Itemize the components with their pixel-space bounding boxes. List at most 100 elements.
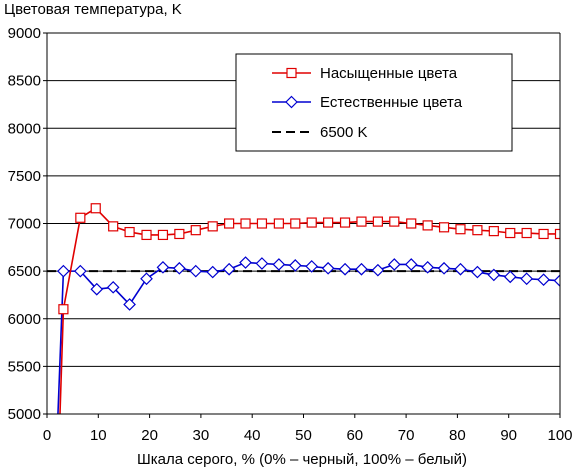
data-point-0-11 bbox=[224, 218, 235, 229]
y-tick-label-5: 7500 bbox=[8, 168, 41, 185]
data-point-1-16 bbox=[305, 260, 319, 273]
data-point-0-8 bbox=[174, 228, 185, 240]
data-point-0-24 bbox=[438, 222, 450, 233]
data-point-1-4 bbox=[106, 280, 120, 294]
data-point-1-12 bbox=[239, 256, 252, 269]
data-point-0-5 bbox=[124, 226, 135, 238]
data-point-0-10 bbox=[207, 221, 218, 232]
x-tick-label-1: 10 bbox=[90, 427, 107, 444]
data-point-1-31 bbox=[553, 274, 560, 287]
data-point-0-9 bbox=[190, 225, 201, 236]
legend-swatch-marker-1 bbox=[285, 95, 298, 109]
data-point-0-21 bbox=[389, 216, 400, 227]
legend-swatch-marker-0 bbox=[286, 67, 297, 79]
x-tick-label-3: 30 bbox=[193, 427, 210, 444]
data-point-0-13 bbox=[256, 218, 268, 229]
series-1 bbox=[57, 256, 560, 414]
data-point-1-8 bbox=[173, 261, 186, 275]
x-tick-label-5: 50 bbox=[295, 427, 312, 444]
data-point-0-3 bbox=[90, 203, 101, 214]
data-point-1-21 bbox=[387, 258, 401, 271]
y-tick-label-6: 8000 bbox=[8, 120, 41, 137]
data-point-0-4 bbox=[108, 221, 119, 232]
data-point-0-22 bbox=[406, 218, 417, 229]
x-tick-label-7: 70 bbox=[398, 427, 415, 444]
data-point-0-7 bbox=[157, 229, 169, 241]
data-point-1-15 bbox=[288, 259, 302, 272]
x-tick-label-4: 40 bbox=[244, 427, 261, 444]
data-point-1-23 bbox=[421, 260, 434, 274]
data-point-0-31 bbox=[554, 228, 560, 240]
y-axis-label: Цветовая температура, K bbox=[4, 1, 182, 18]
data-point-0-12 bbox=[240, 218, 251, 229]
y-tick-label-3: 6500 bbox=[8, 263, 41, 280]
data-point-1-26 bbox=[471, 265, 484, 279]
data-point-1-9 bbox=[189, 264, 203, 278]
data-point-1-19 bbox=[355, 262, 368, 276]
x-tick-label-6: 60 bbox=[346, 427, 363, 444]
legend-label-1: Естественные цвета bbox=[320, 94, 463, 111]
data-point-0-2 bbox=[75, 212, 86, 223]
legend-item-2: 6500 K bbox=[272, 124, 368, 141]
x-axis-label: Шкала серого, % (0% – черный, 100% – бел… bbox=[137, 451, 467, 467]
data-point-1-28 bbox=[503, 270, 517, 284]
data-point-1-29 bbox=[520, 272, 534, 286]
data-point-1-22 bbox=[404, 258, 418, 271]
data-point-1-6 bbox=[140, 272, 153, 286]
y-tick-label-4: 7000 bbox=[8, 216, 41, 233]
axes bbox=[43, 32, 561, 418]
y-tick-label-0: 5000 bbox=[8, 406, 41, 423]
data-point-0-25 bbox=[455, 224, 466, 235]
legend-label-0: Насыщенные цвета bbox=[320, 65, 458, 82]
data-point-1-13 bbox=[255, 257, 269, 270]
y-tick-label-7: 8500 bbox=[8, 73, 41, 90]
data-point-1-2 bbox=[73, 264, 87, 278]
data-point-1-14 bbox=[272, 258, 286, 271]
data-point-1-30 bbox=[537, 273, 550, 287]
data-point-1-18 bbox=[338, 262, 352, 276]
data-point-1-27 bbox=[487, 268, 501, 282]
series-layer bbox=[47, 203, 560, 414]
y-tick-label-1: 5500 bbox=[8, 358, 41, 375]
x-tick-label-10: 100 bbox=[547, 427, 572, 444]
data-point-0-14 bbox=[273, 218, 284, 229]
data-point-0-15 bbox=[290, 218, 301, 229]
data-point-1-7 bbox=[156, 260, 170, 274]
y-tick-label-8: 9000 bbox=[8, 25, 41, 42]
series-line-0 bbox=[59, 207, 560, 414]
data-point-1-10 bbox=[206, 265, 220, 279]
x-tick-label-0: 0 bbox=[43, 427, 51, 444]
data-point-1-20 bbox=[371, 263, 385, 277]
legend-item-0: Насыщенные цвета bbox=[272, 65, 458, 82]
data-point-0-30 bbox=[538, 228, 549, 240]
data-point-1-11 bbox=[222, 262, 236, 276]
data-point-0-23 bbox=[422, 220, 433, 231]
data-point-1-1 bbox=[57, 264, 70, 278]
y-tick-label-2: 6000 bbox=[8, 311, 41, 328]
data-point-0-6 bbox=[141, 229, 152, 241]
data-point-1-24 bbox=[437, 261, 451, 275]
tick-labels: 5000 5500 6000 6500 7000 7500 8000 8500 9000 0 10 2… bbox=[8, 25, 573, 444]
data-point-1-17 bbox=[321, 261, 335, 275]
x-tick-label-8: 80 bbox=[449, 427, 466, 444]
data-point-0-18 bbox=[339, 217, 351, 228]
data-point-0-29 bbox=[521, 227, 532, 239]
series-line-1 bbox=[57, 261, 560, 414]
data-point-0-20 bbox=[372, 216, 383, 227]
data-point-1-25 bbox=[454, 262, 467, 276]
data-point-0-16 bbox=[306, 217, 317, 228]
series-0 bbox=[58, 203, 560, 414]
data-point-0-28 bbox=[505, 227, 516, 239]
legend-label-2: 6500 K bbox=[320, 124, 368, 141]
data-point-1-3 bbox=[90, 282, 104, 296]
legend: Насыщенные цвета Естественные цвета 6500 K bbox=[235, 53, 513, 152]
x-tick-label-9: 90 bbox=[500, 427, 517, 444]
data-point-0-27 bbox=[488, 226, 499, 237]
data-point-0-17 bbox=[323, 217, 334, 228]
legend-item-1: Естественные цвета bbox=[272, 94, 463, 111]
data-point-1-5 bbox=[123, 298, 136, 311]
data-point-0-19 bbox=[356, 216, 367, 227]
data-point-0-1 bbox=[58, 304, 69, 315]
x-tick-label-2: 20 bbox=[141, 427, 158, 444]
